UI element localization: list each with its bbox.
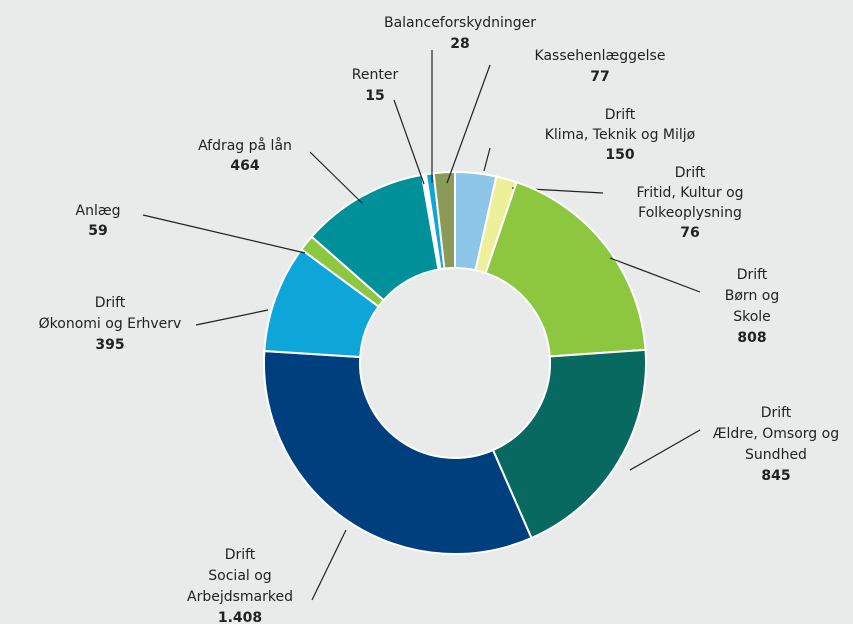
value-label: 464: [230, 158, 259, 174]
leader-line: [142, 214, 306, 254]
slice-label: Drift: [737, 267, 768, 283]
slice-label: Balanceforskydninger: [384, 15, 536, 31]
leader-line: [393, 99, 425, 185]
slice-label: Social og: [208, 568, 271, 584]
slice-label: Ældre, Omsorg og: [713, 426, 839, 442]
value-label: 150: [605, 147, 634, 163]
slice-label: Anlæg: [76, 203, 121, 219]
leader-line: [483, 147, 491, 172]
slice-label: Klima, Teknik og Miljø: [545, 127, 696, 143]
slice-label: Skole: [733, 309, 771, 325]
slice: [263, 349, 533, 555]
leader-line: [311, 529, 347, 601]
leader-line: [609, 257, 701, 293]
slice-label: Drift: [225, 547, 256, 563]
value-label: 1.408: [218, 610, 262, 624]
value-label: 395: [95, 337, 124, 353]
slice-label: Drift: [95, 295, 126, 311]
slice-label: Arbejdsmarked: [187, 589, 293, 605]
leader-line: [629, 429, 701, 471]
value-label: 845: [761, 468, 790, 484]
slice-label: Afdrag på lån: [198, 137, 292, 154]
slice-label: Børn og: [725, 288, 779, 304]
value-label: 28: [450, 36, 469, 52]
value-label: 15: [365, 88, 384, 104]
slice-label: Fritid, Kultur og: [636, 185, 743, 201]
value-label: 76: [680, 225, 699, 241]
value-label: 77: [590, 69, 609, 85]
leader-line: [309, 151, 363, 204]
slice: [432, 170, 456, 270]
leader-line: [446, 64, 491, 184]
slice-label: Drift: [761, 405, 792, 421]
slice-label: Drift: [605, 107, 636, 123]
slice-label: Sundhed: [745, 447, 807, 463]
slice-label: Kassehenlæggelse: [535, 48, 666, 64]
slice-label: Økonomi og Erhverv: [39, 316, 182, 332]
value-label: 59: [88, 223, 107, 239]
slice: [484, 180, 647, 358]
slice-label: Drift: [675, 165, 706, 181]
value-label: 808: [737, 330, 766, 346]
slice-label: Folkeoplysning: [638, 205, 742, 221]
leader-line: [195, 309, 269, 326]
slice-label: Renter: [352, 67, 399, 83]
slice: [491, 348, 647, 540]
